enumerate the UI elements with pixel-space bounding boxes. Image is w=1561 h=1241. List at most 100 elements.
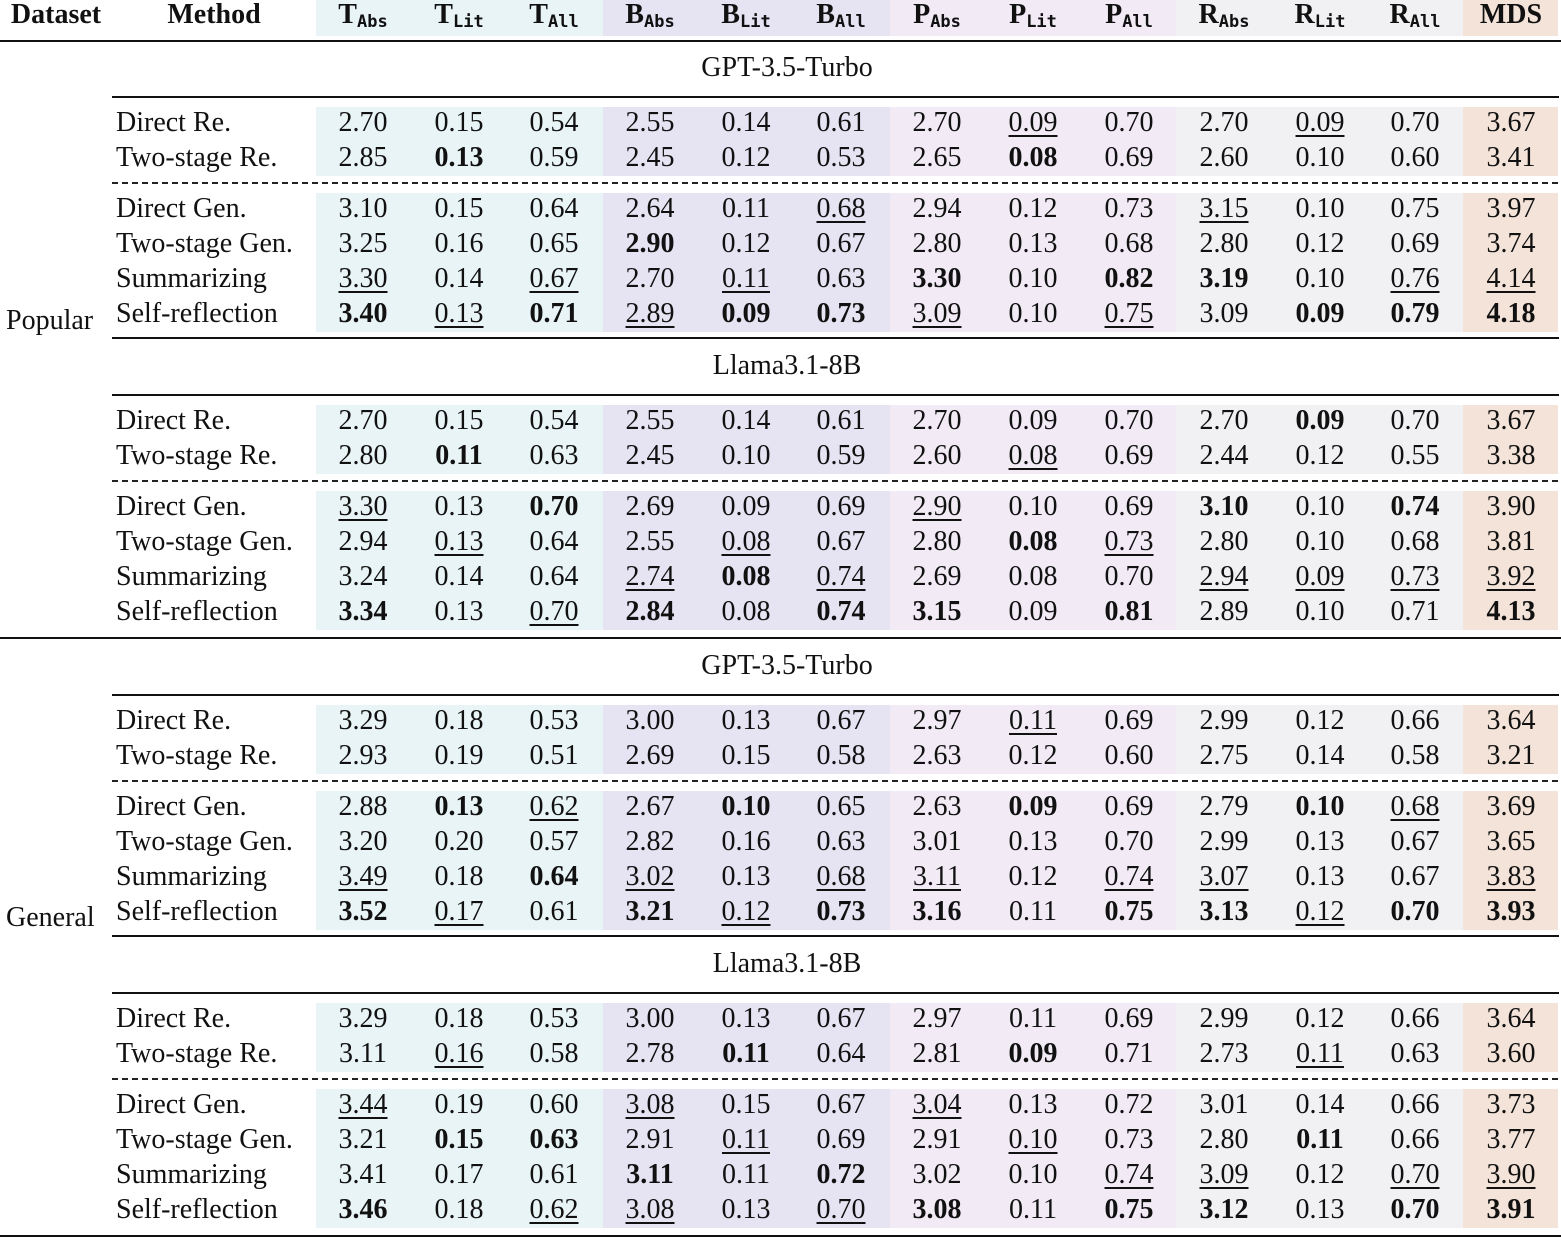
table-cell: 0.72: [1104, 1089, 1154, 1121]
table-cell: 2.88: [338, 791, 388, 823]
header-col-r-all: RAll: [1390, 0, 1441, 34]
method-label: Self-reflection: [116, 595, 278, 627]
table-cell: 0.11: [722, 1124, 770, 1156]
table-cell: 0.11: [1009, 1193, 1057, 1225]
table-cell: 2.45: [625, 141, 675, 173]
table-cell: 0.63: [816, 262, 866, 294]
header-col-sub: Abs: [356, 12, 388, 32]
table-cell: 0.70: [1104, 560, 1154, 592]
table-cell: 0.13: [434, 595, 484, 627]
header-col-main: R: [1294, 0, 1315, 30]
block-rule: [112, 337, 1559, 339]
header-col-b-lit: BLit: [721, 0, 770, 34]
method-label: Two-stage Re.: [116, 739, 278, 771]
table-cell: 3.73: [1486, 1089, 1536, 1121]
header-rule: [0, 40, 1561, 42]
table-cell: 0.70: [816, 1193, 866, 1225]
table-cell: 2.64: [625, 193, 675, 225]
model-rule: [112, 694, 1559, 696]
table-cell: 3.21: [338, 1124, 388, 1156]
table-cell: 2.97: [912, 1003, 962, 1034]
table-cell: 0.67: [1390, 860, 1440, 892]
table-cell: 0.10: [1295, 262, 1345, 294]
table-cell: 3.00: [625, 1003, 675, 1034]
table-cell: 0.14: [434, 560, 484, 592]
table-cell: 0.75: [1104, 1193, 1154, 1225]
table-cell: 3.20: [338, 826, 388, 858]
column-band-t: [316, 405, 603, 475]
column-band-t: [316, 107, 603, 177]
table-cell: 2.63: [912, 791, 962, 823]
table-cell: 0.64: [816, 1037, 866, 1069]
table-cell: 2.99: [1199, 705, 1249, 736]
column-band-b: [603, 1089, 890, 1229]
column-band-p: [890, 705, 1176, 775]
table-cell: 0.73: [1390, 560, 1440, 592]
table-cell: 0.09: [1295, 107, 1345, 138]
table-cell: 0.64: [529, 193, 579, 225]
table-cell: 3.13: [1199, 895, 1249, 927]
table-cell: 2.89: [1199, 595, 1249, 627]
table-cell: 0.15: [721, 739, 771, 771]
table-cell: 0.10: [1295, 141, 1345, 173]
method-label: Two-stage Gen.: [116, 826, 293, 858]
column-band-p: [890, 0, 1176, 36]
column-band-t: [316, 791, 603, 931]
header-col-sub: Abs: [643, 12, 675, 32]
table-cell: 0.71: [1104, 1037, 1154, 1069]
header-col-main: B: [625, 0, 644, 30]
table-cell: 0.58: [1390, 739, 1440, 771]
table-cell: 2.69: [625, 739, 675, 771]
header-col-p-all: PAll: [1105, 0, 1153, 34]
table-cell: 0.13: [434, 141, 484, 173]
table-cell: 0.70: [1390, 1158, 1440, 1190]
table-cell: 0.11: [435, 439, 483, 471]
table-cell: 2.70: [1199, 107, 1249, 138]
table-cell: 0.11: [722, 262, 770, 294]
table-cell: 2.45: [625, 439, 675, 471]
header-col-t-all: TAll: [529, 0, 578, 34]
table-cell: 2.94: [1199, 560, 1249, 592]
column-band-mds: [1463, 791, 1558, 931]
table-cell: 0.09: [1008, 107, 1058, 138]
table-cell: 3.10: [338, 193, 388, 225]
table-cell: 0.60: [1104, 739, 1154, 771]
column-band-p: [890, 791, 1176, 931]
table-cell: 3.01: [1199, 1089, 1249, 1121]
table-cell: 0.69: [1104, 491, 1154, 523]
table-cell: 0.63: [816, 826, 866, 858]
table-cell: 2.80: [1199, 526, 1249, 558]
table-cell: 0.59: [816, 439, 866, 471]
table-cell: 0.70: [1104, 405, 1154, 436]
table-cell: 2.80: [912, 228, 962, 260]
table-cell: 2.80: [912, 526, 962, 558]
table-cell: 0.16: [434, 1037, 484, 1069]
column-band-t: [316, 193, 603, 333]
header-col-r-lit: RLit: [1295, 0, 1346, 34]
table-cell: 0.10: [1008, 297, 1058, 329]
table-cell: 3.21: [1486, 739, 1536, 771]
table-cell: 2.70: [1199, 405, 1249, 436]
column-band-mds: [1463, 0, 1558, 36]
header-col-sub: All: [834, 12, 866, 32]
table-cell: 2.99: [1199, 1003, 1249, 1034]
table-cell: 3.91: [1486, 1193, 1536, 1225]
dataset-rule: [0, 637, 1561, 639]
table-cell: 0.18: [434, 705, 484, 736]
table-cell: 2.94: [338, 526, 388, 558]
table-cell: 3.44: [338, 1089, 388, 1121]
table-cell: 0.69: [1104, 1003, 1154, 1034]
table-cell: 0.12: [1008, 739, 1058, 771]
header-col-sub: Abs: [1218, 12, 1250, 32]
table-cell: 0.74: [816, 595, 866, 627]
table-cell: 3.92: [1486, 560, 1536, 592]
header-col-main: T: [338, 0, 357, 30]
table-cell: 0.09: [1008, 1037, 1058, 1069]
method-label: Two-stage Gen.: [116, 526, 293, 558]
table-cell: 0.67: [816, 526, 866, 558]
method-label: Two-stage Re.: [116, 141, 278, 173]
table-cell: 3.30: [338, 262, 388, 294]
method-label: Direct Re.: [116, 1003, 232, 1034]
table-cell: 0.74: [1104, 860, 1154, 892]
table-cell: 3.41: [338, 1158, 388, 1190]
